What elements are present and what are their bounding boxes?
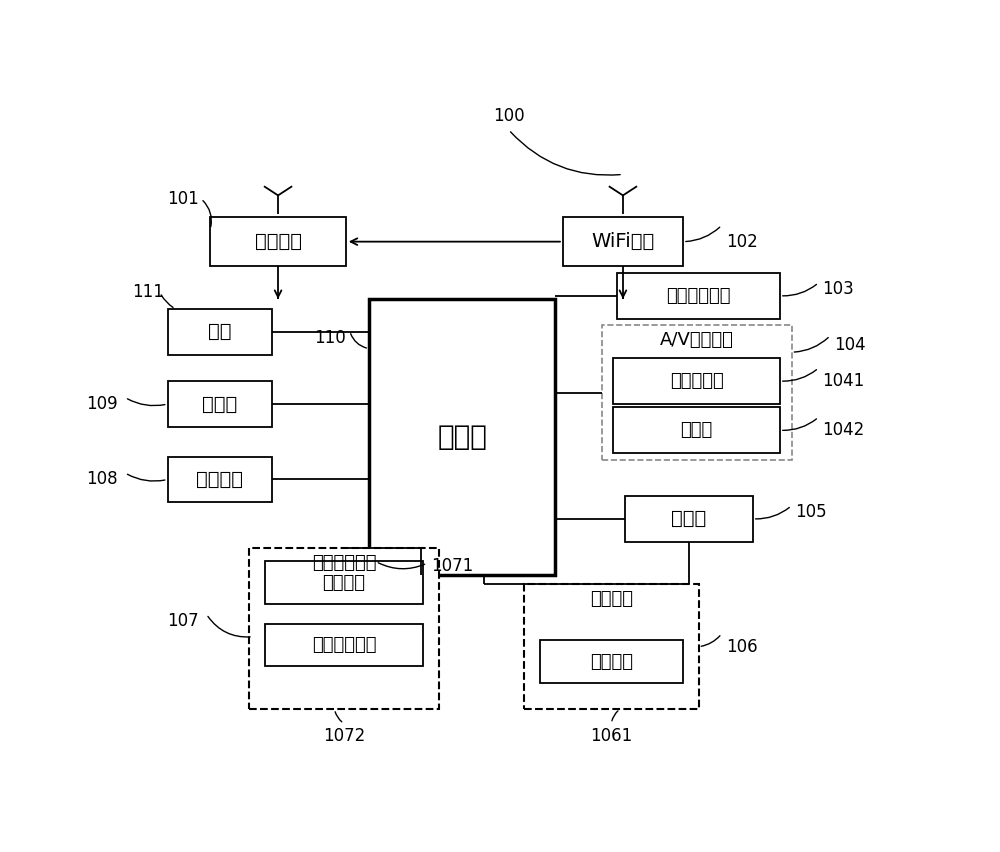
Text: 1041: 1041 xyxy=(822,372,865,390)
Bar xyxy=(625,496,753,542)
Bar xyxy=(602,325,792,460)
Bar xyxy=(563,217,683,266)
Text: 111: 111 xyxy=(132,284,164,302)
Bar xyxy=(168,457,272,503)
Text: 100: 100 xyxy=(493,107,524,125)
Bar xyxy=(168,309,272,354)
Text: 其他输入设备: 其他输入设备 xyxy=(312,636,376,654)
Bar xyxy=(613,407,780,453)
Text: 105: 105 xyxy=(795,504,827,521)
Text: 103: 103 xyxy=(822,280,854,298)
Text: 101: 101 xyxy=(167,190,199,208)
Text: 107: 107 xyxy=(167,612,199,630)
Text: 图形处理器: 图形处理器 xyxy=(670,372,723,390)
Text: 1072: 1072 xyxy=(323,728,365,746)
Text: 1061: 1061 xyxy=(590,728,632,746)
Text: 接口单元: 接口单元 xyxy=(196,470,243,489)
Bar xyxy=(524,584,698,709)
Text: 102: 102 xyxy=(726,233,757,250)
Bar xyxy=(617,273,780,319)
Text: 1071: 1071 xyxy=(431,557,473,575)
Text: 110: 110 xyxy=(314,329,346,347)
Text: 处理器: 处理器 xyxy=(437,423,487,451)
Text: 108: 108 xyxy=(86,470,117,488)
Text: A/V输入单元: A/V输入单元 xyxy=(660,331,734,348)
Text: 106: 106 xyxy=(726,638,757,656)
Text: 传感器: 传感器 xyxy=(671,509,706,528)
Text: 射频单元: 射频单元 xyxy=(255,232,302,251)
Text: 109: 109 xyxy=(86,395,117,413)
Text: 显示单元: 显示单元 xyxy=(590,590,633,607)
Bar xyxy=(168,381,272,427)
Text: 音频输出单元: 音频输出单元 xyxy=(666,287,731,305)
Bar xyxy=(249,549,439,709)
Bar xyxy=(540,640,683,682)
Text: 麦克风: 麦克风 xyxy=(680,421,713,440)
Text: 104: 104 xyxy=(834,337,866,354)
Text: 电源: 电源 xyxy=(208,322,232,342)
Bar xyxy=(264,624,423,666)
Bar xyxy=(210,217,346,266)
Bar xyxy=(613,358,780,404)
Bar xyxy=(264,561,423,604)
Text: 用户输入单元: 用户输入单元 xyxy=(312,554,376,572)
Text: 1042: 1042 xyxy=(822,421,865,440)
Text: 显示面板: 显示面板 xyxy=(590,653,633,671)
Bar xyxy=(369,299,555,574)
Text: 存储器: 存储器 xyxy=(202,394,238,413)
Text: 触控面板: 触控面板 xyxy=(322,573,365,592)
Text: WiFi模块: WiFi模块 xyxy=(591,232,655,251)
